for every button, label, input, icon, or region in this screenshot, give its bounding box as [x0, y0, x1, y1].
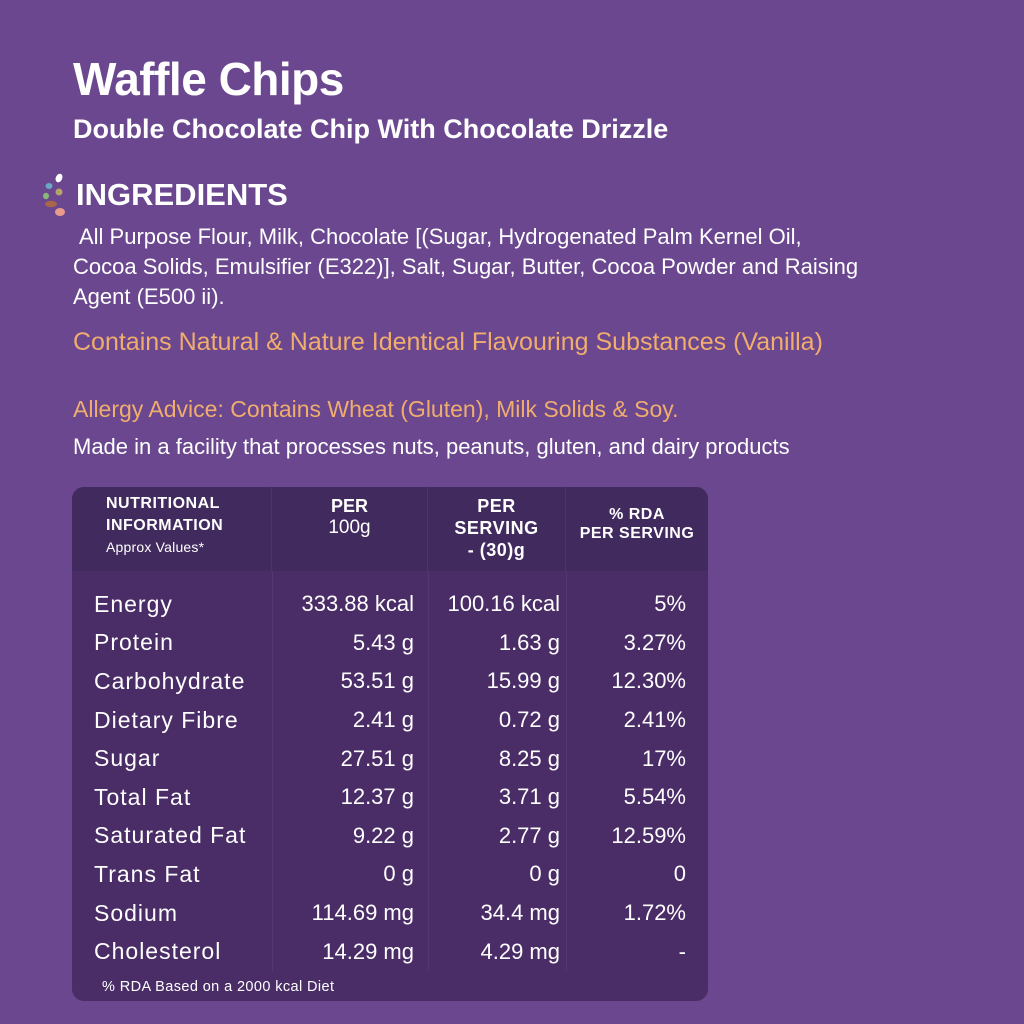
- table-row: Energy 333.88 kcal 100.16 kcal 5%: [72, 585, 708, 624]
- table-row: Dietary Fibre 2.41 g 0.72 g 2.41%: [72, 701, 708, 740]
- flavouring-note: Contains Natural & Nature Identical Flav…: [73, 328, 823, 356]
- value-rda: 12.59%: [611, 822, 686, 848]
- value-per-serving: 15.99 g: [486, 668, 560, 694]
- header-nutritional-information: NUTRITIONAL INFORMATION Approx Values*: [72, 487, 272, 571]
- ingredients-list: All Purpose Flour, Milk, Chocolate [(Sug…: [73, 222, 1003, 312]
- header-text: PER SERVING: [579, 525, 695, 542]
- value-rda: 17%: [641, 745, 686, 771]
- ingredients-header: INGREDIENTS: [38, 172, 288, 218]
- value-per-100g: 5.43 g: [352, 629, 414, 655]
- value-per-100g: 12.37 g: [340, 784, 414, 810]
- nutrient-name: Trans Fat: [94, 860, 201, 887]
- value-per-100g: 114.69 mg: [311, 900, 414, 926]
- header-text: 100g: [328, 517, 371, 538]
- value-rda: 12.30%: [611, 668, 686, 694]
- value-rda: 0: [673, 861, 686, 887]
- value-rda: 5%: [654, 591, 686, 617]
- header-text: SERVING: [454, 518, 539, 538]
- value-per-100g: 14.29 mg: [322, 938, 414, 964]
- value-per-100g: 9.22 g: [352, 822, 414, 848]
- header-text: PER: [330, 496, 368, 516]
- value-per-100g: 0 g: [383, 861, 414, 887]
- value-per-serving: 2.77 g: [498, 822, 560, 848]
- nutrient-name: Dietary Fibre: [94, 706, 239, 733]
- value-per-100g: 2.41 g: [352, 707, 414, 733]
- nutrition-table-body: Energy 333.88 kcal 100.16 kcal 5% Protein 5.4…: [72, 585, 708, 971]
- nutrient-name: Sodium: [94, 899, 178, 926]
- table-row: Sugar 27.51 g 8.25 g 17%: [72, 739, 708, 778]
- value-rda: 3.27%: [623, 629, 686, 655]
- ingredients-dots-icon: [43, 173, 65, 216]
- nutrient-name: Saturated Fat: [94, 822, 247, 849]
- nutrition-table: NUTRITIONAL INFORMATION Approx Values* P…: [72, 487, 708, 1001]
- value-per-serving: 34.4 mg: [480, 900, 561, 926]
- header-rda-per-serving: % RDA PER SERVING: [566, 487, 708, 571]
- table-row: Total Fat 12.37 g 3.71 g 5.54%: [72, 778, 708, 817]
- facility-note: Made in a facility that processes nuts, …: [73, 434, 790, 459]
- ingredients-heading: INGREDIENTS: [76, 177, 288, 212]
- header-per-serving: PER SERVING - (30)g: [428, 487, 566, 571]
- ingredients-line: All Purpose Flour, Milk, Chocolate [(Sug…: [79, 224, 802, 249]
- value-per-serving: 0.72 g: [498, 707, 560, 733]
- column-divider: [428, 571, 429, 971]
- nutrient-name: Cholesterol: [94, 938, 222, 965]
- value-per-serving: 100.16 kcal: [447, 591, 560, 617]
- header-text: - (30)g: [467, 540, 526, 560]
- table-row: Trans Fat 0 g 0 g 0: [72, 855, 708, 894]
- nutrient-name: Sugar: [94, 745, 161, 772]
- value-per-serving: 3.71 g: [498, 784, 560, 810]
- value-per-100g: 333.88 kcal: [301, 591, 414, 617]
- header-text: PER: [477, 496, 516, 516]
- value-per-100g: 27.51 g: [340, 745, 414, 771]
- table-row: Saturated Fat 9.22 g 2.77 g 12.59%: [72, 817, 708, 856]
- table-row: Sodium 114.69 mg 34.4 mg 1.72%: [72, 894, 708, 933]
- rda-footnote: % RDA Based on a 2000 kcal Diet: [102, 979, 335, 995]
- ingredients-line: Agent (E500 ii).: [73, 284, 225, 309]
- nutrition-table-header: NUTRITIONAL INFORMATION Approx Values* P…: [72, 487, 708, 571]
- column-divider: [566, 571, 567, 971]
- header-text: % RDA: [609, 506, 665, 523]
- value-rda: 1.72%: [623, 900, 686, 926]
- nutrient-name: Energy: [94, 590, 173, 617]
- value-rda: -: [678, 938, 686, 964]
- table-row: Protein 5.43 g 1.63 g 3.27%: [72, 624, 708, 663]
- value-per-serving: 8.25 g: [498, 745, 560, 771]
- header-approx-values: Approx Values*: [106, 539, 205, 555]
- allergy-advice: Allergy Advice: Contains Wheat (Gluten),…: [73, 396, 679, 422]
- ingredients-line: Cocoa Solids, Emulsifier (E322)], Salt, …: [73, 254, 859, 279]
- value-rda: 5.54%: [623, 784, 686, 810]
- header-text: INFORMATION: [106, 517, 224, 534]
- header-text: NUTRITIONAL: [106, 495, 220, 512]
- header-per-100g: PER 100g: [272, 487, 428, 571]
- value-per-serving: 4.29 mg: [480, 938, 561, 964]
- table-row: Carbohydrate 53.51 g 15.99 g 12.30%: [72, 662, 708, 701]
- nutrient-name: Total Fat: [94, 783, 192, 810]
- nutrient-name: Carbohydrate: [94, 667, 246, 694]
- value-per-100g: 53.51 g: [340, 668, 414, 694]
- nutrient-name: Protein: [94, 629, 174, 656]
- product-title: Waffle Chips: [73, 53, 344, 105]
- product-subtitle: Double Chocolate Chip With Chocolate Dri…: [73, 114, 669, 144]
- table-row: Cholesterol 14.29 mg 4.29 mg -: [72, 932, 708, 971]
- value-per-serving: 1.63 g: [498, 629, 560, 655]
- value-rda: 2.41%: [623, 707, 686, 733]
- column-divider: [272, 571, 273, 971]
- value-per-serving: 0 g: [529, 861, 560, 887]
